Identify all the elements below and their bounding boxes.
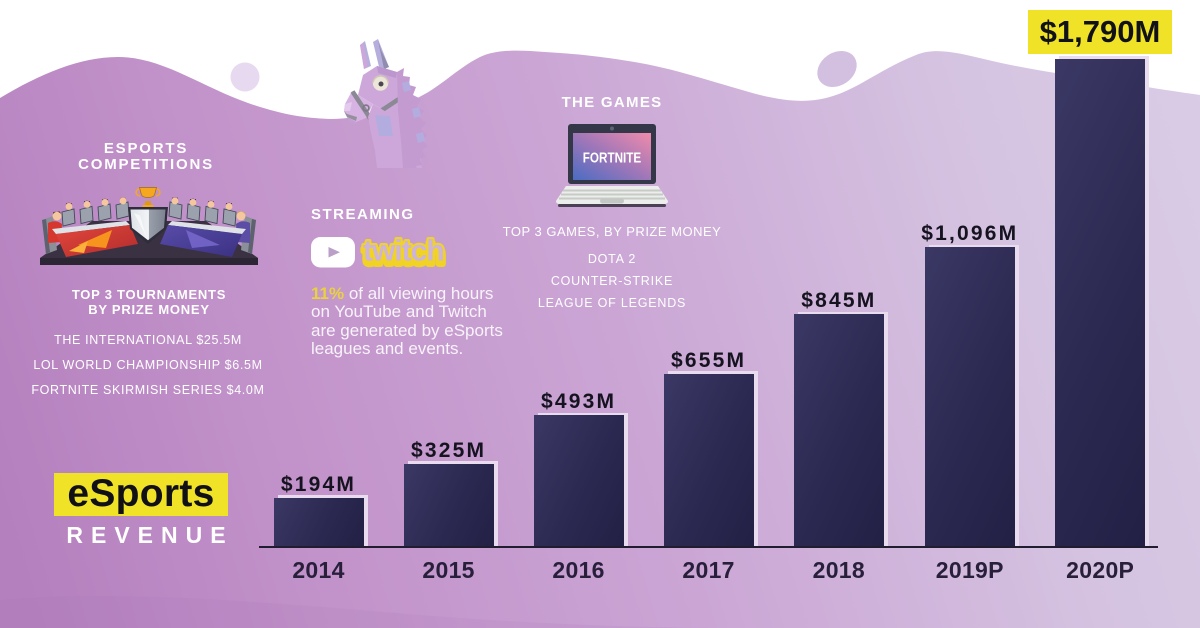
svg-text:twitch: twitch [363, 238, 444, 271]
svg-text:twitch: twitch [363, 235, 444, 268]
svg-text:FORTNITE: FORTNITE [583, 149, 641, 166]
